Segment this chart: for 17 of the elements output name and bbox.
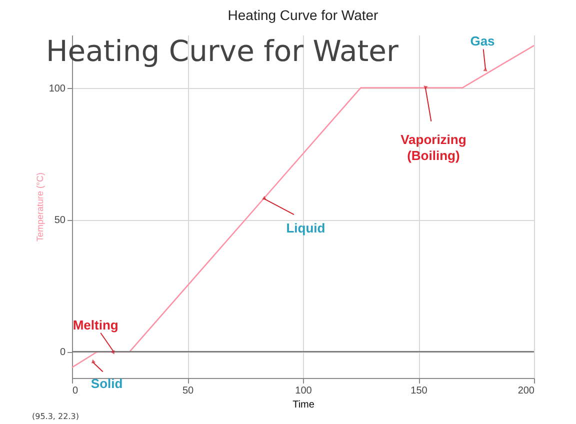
y-tick-label: 50 <box>54 215 66 226</box>
text: (95.3, 22.3) <box>32 412 79 421</box>
chart-title: Heating Curve for Water <box>228 7 379 23</box>
annotation: Liquid <box>286 220 326 236</box>
x-tick-label: 100 <box>295 386 312 396</box>
y-tick-label: 0 <box>60 347 66 358</box>
annotation: Melting <box>72 318 118 333</box>
annotation: Gas <box>470 33 495 48</box>
x-axis-title: Time <box>292 400 315 410</box>
x-tick-label: 200 <box>518 386 535 396</box>
y-tick-label: 100 <box>48 83 66 94</box>
y-axis-title: Temperature (°C) <box>34 172 45 242</box>
x-tick-label: 0 <box>72 386 78 396</box>
x-tick-label: 50 <box>182 386 194 396</box>
annotation: Solid <box>90 376 123 392</box>
annotation: Vaporizing (Boiling) <box>400 132 466 163</box>
x-tick-label: 150 <box>410 386 428 396</box>
